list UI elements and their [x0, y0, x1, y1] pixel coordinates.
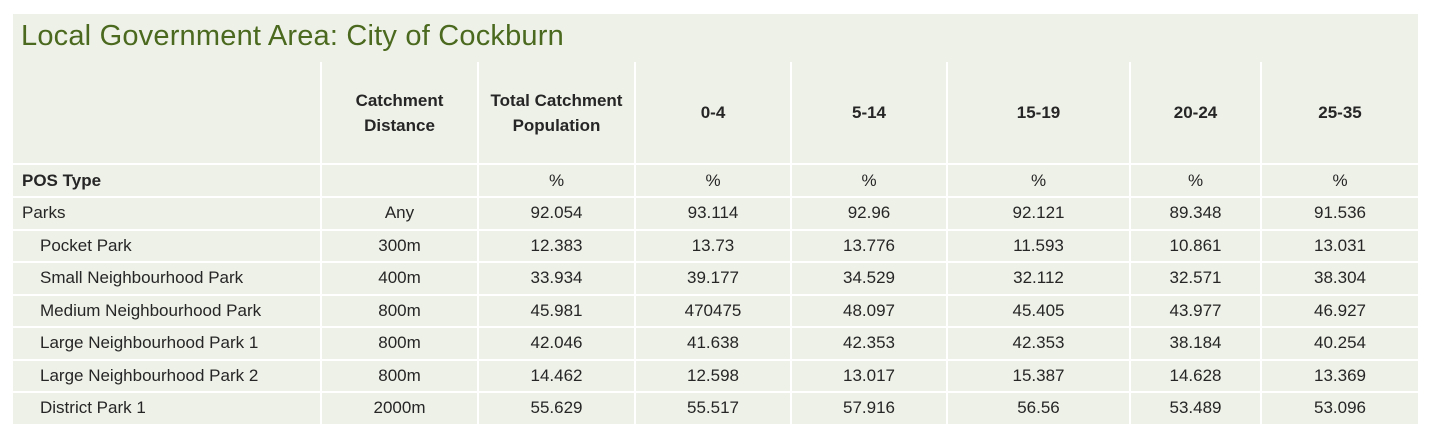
unit-cell-5-14: % [791, 164, 948, 198]
cell-age-5-14: 92.96 [791, 197, 948, 231]
cell-age-15-19: 11.593 [947, 229, 1131, 263]
table-row: Large Neighbourhood Park 2 800m 14.462 1… [13, 359, 1418, 393]
unit-cell-20-24: % [1130, 164, 1262, 198]
cell-age-5-14: 42.353 [791, 327, 948, 361]
row-label: Pocket Park [13, 229, 322, 263]
cell-distance: 400m [321, 262, 479, 296]
unit-cell-15-19: % [947, 164, 1131, 198]
row-label: Small Neighbourhood Park [13, 262, 322, 296]
units-row: POS Type % % % % % % [13, 164, 1418, 198]
cell-age-20-24: 10.861 [1130, 229, 1262, 263]
cell-age-15-19: 92.121 [947, 197, 1131, 231]
table-panel: Local Government Area: City of Cockburn … [13, 14, 1418, 426]
cell-age-0-4: 470475 [635, 294, 792, 328]
row-label: Parks [13, 197, 322, 231]
unit-cell-total: % [478, 164, 636, 198]
table-row: Pocket Park 300m 12.383 13.73 13.776 11.… [13, 229, 1418, 263]
cell-age-0-4: 93.114 [635, 197, 792, 231]
pos-type-label: POS Type [13, 164, 322, 198]
column-header-age-25-35: 25-35 [1261, 62, 1418, 165]
row-label: District Park 1 [13, 392, 322, 426]
catchment-table: Catchment Distance Total Catchment Popul… [13, 62, 1418, 426]
cell-age-15-19: 42.353 [947, 327, 1131, 361]
unit-cell-0-4: % [635, 164, 792, 198]
cell-age-15-19: 32.112 [947, 262, 1131, 296]
cell-distance: 300m [321, 229, 479, 263]
table-header-row: Catchment Distance Total Catchment Popul… [13, 62, 1418, 165]
cell-total: 55.629 [478, 392, 636, 426]
table-row: Medium Neighbourhood Park 800m 45.981 47… [13, 294, 1418, 328]
cell-age-25-35: 91.536 [1261, 197, 1418, 231]
cell-distance: 800m [321, 327, 479, 361]
unit-cell-distance [321, 164, 479, 198]
cell-distance: 800m [321, 294, 479, 328]
cell-age-0-4: 12.598 [635, 359, 792, 393]
cell-age-25-35: 38.304 [1261, 262, 1418, 296]
cell-age-0-4: 39.177 [635, 262, 792, 296]
table-row: District Park 1 2000m 55.629 55.517 57.9… [13, 392, 1418, 426]
cell-distance: 800m [321, 359, 479, 393]
cell-age-5-14: 13.776 [791, 229, 948, 263]
row-label: Large Neighbourhood Park 2 [13, 359, 322, 393]
cell-age-20-24: 32.571 [1130, 262, 1262, 296]
cell-distance: Any [321, 197, 479, 231]
column-header-total-population: Total Catchment Population [478, 62, 636, 165]
cell-age-0-4: 55.517 [635, 392, 792, 426]
cell-total: 14.462 [478, 359, 636, 393]
row-label: Large Neighbourhood Park 1 [13, 327, 322, 361]
column-header-age-15-19: 15-19 [947, 62, 1131, 165]
cell-age-25-35: 13.369 [1261, 359, 1418, 393]
table-row: Large Neighbourhood Park 1 800m 42.046 4… [13, 327, 1418, 361]
cell-age-20-24: 14.628 [1130, 359, 1262, 393]
cell-total: 45.981 [478, 294, 636, 328]
cell-age-20-24: 89.348 [1130, 197, 1262, 231]
cell-age-5-14: 13.017 [791, 359, 948, 393]
cell-age-20-24: 38.184 [1130, 327, 1262, 361]
cell-age-15-19: 15.387 [947, 359, 1131, 393]
cell-total: 12.383 [478, 229, 636, 263]
cell-age-0-4: 13.73 [635, 229, 792, 263]
cell-age-5-14: 57.916 [791, 392, 948, 426]
cell-age-5-14: 34.529 [791, 262, 948, 296]
cell-age-25-35: 13.031 [1261, 229, 1418, 263]
column-header-catchment-distance: Catchment Distance [321, 62, 479, 165]
cell-distance: 2000m [321, 392, 479, 426]
cell-total: 92.054 [478, 197, 636, 231]
cell-age-25-35: 40.254 [1261, 327, 1418, 361]
column-header-pos-type [13, 62, 322, 165]
cell-age-0-4: 41.638 [635, 327, 792, 361]
cell-total: 33.934 [478, 262, 636, 296]
table-row: Small Neighbourhood Park 400m 33.934 39.… [13, 262, 1418, 296]
page-title: Local Government Area: City of Cockburn [21, 20, 564, 52]
cell-age-25-35: 46.927 [1261, 294, 1418, 328]
cell-age-5-14: 48.097 [791, 294, 948, 328]
cell-age-15-19: 56.56 [947, 392, 1131, 426]
cell-age-15-19: 45.405 [947, 294, 1131, 328]
column-header-age-0-4: 0-4 [635, 62, 792, 165]
cell-age-20-24: 43.977 [1130, 294, 1262, 328]
cell-age-25-35: 53.096 [1261, 392, 1418, 426]
cell-total: 42.046 [478, 327, 636, 361]
column-header-age-5-14: 5-14 [791, 62, 948, 165]
column-header-age-20-24: 20-24 [1130, 62, 1262, 165]
cell-age-20-24: 53.489 [1130, 392, 1262, 426]
unit-cell-25-35: % [1261, 164, 1418, 198]
row-label: Medium Neighbourhood Park [13, 294, 322, 328]
table-row: Parks Any 92.054 93.114 92.96 92.121 89.… [13, 197, 1418, 231]
